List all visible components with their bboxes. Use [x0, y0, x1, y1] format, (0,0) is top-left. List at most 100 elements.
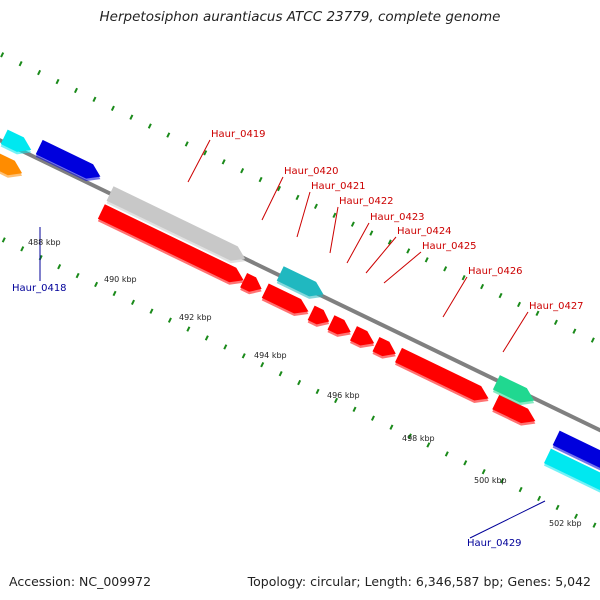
- tick-mark-81: [518, 486, 523, 493]
- tick-mark-16: [203, 150, 208, 156]
- tick-mark-65: [223, 344, 228, 350]
- gene-arrow-7[interactable]: [395, 347, 489, 401]
- tick-mark-36: [572, 328, 577, 334]
- gene-arrow-12[interactable]: [35, 139, 101, 179]
- gene-arrow-1[interactable]: [240, 273, 262, 292]
- gene-label-haur-0422[interactable]: Haur_0422: [339, 196, 394, 207]
- gene-label-haur-0426[interactable]: Haur_0426: [468, 266, 523, 277]
- tick-label-490-kbp: 490 kbp: [104, 275, 137, 284]
- gene-label-haur-0420[interactable]: Haur_0420: [284, 166, 339, 177]
- tick-mark-35: [553, 319, 558, 325]
- leader-line-9: [502, 311, 529, 353]
- tick-mark-79: [481, 469, 486, 475]
- tick-mark-23: [332, 212, 337, 218]
- gene-arrow-4[interactable]: [327, 315, 351, 335]
- gene-arrow-8[interactable]: [492, 394, 536, 424]
- gene-arrow-6[interactable]: [372, 336, 396, 357]
- tick-label-496-kbp: 496 kbp: [327, 391, 360, 400]
- tick-mark-29: [443, 266, 448, 272]
- tick-mark-82: [537, 495, 542, 502]
- tick-mark-25: [369, 230, 374, 236]
- gene-arrow-13[interactable]: [552, 430, 600, 476]
- genes: [0, 129, 600, 494]
- leader-line-10: [469, 500, 546, 539]
- tick-mark-68: [278, 370, 283, 377]
- tick-label-502-kbp: 502 kbp: [549, 519, 582, 528]
- leader-line-1: [187, 139, 211, 183]
- gene-label-haur-0429[interactable]: Haur_0429: [467, 538, 522, 549]
- tick-mark-78: [463, 460, 468, 466]
- gene-arrow-0[interactable]: [97, 204, 244, 283]
- tick-mark-77: [444, 451, 449, 457]
- tick-mark-6: [18, 60, 23, 67]
- leader-line-3: [296, 191, 311, 238]
- gene-arrow-10[interactable]: [276, 266, 324, 297]
- tick-label-498-kbp: 498 kbp: [402, 434, 435, 443]
- tick-label-494-kbp: 494 kbp: [254, 351, 287, 360]
- tick-mark-66: [241, 353, 246, 359]
- leader-line-8: [442, 276, 468, 318]
- tick-mark-84: [574, 513, 579, 520]
- tick-mark-58: [94, 281, 99, 288]
- tick-mark-60: [131, 299, 135, 305]
- gene-label-haur-0425[interactable]: Haur_0425: [422, 241, 477, 252]
- tick-mark-30: [461, 274, 466, 281]
- gene-arrow-14[interactable]: [543, 448, 600, 494]
- map-layer: 488 kbp 490 kbp 492 kbp 494 kbp 496 kbp …: [0, 52, 600, 549]
- gene-labels: Haur_0418 Haur_0419 Haur_0420 Haur_0421 …: [12, 129, 584, 549]
- tick-mark-75: [407, 433, 412, 439]
- gene-arrow-15[interactable]: [0, 152, 23, 176]
- tick-mark-7: [37, 69, 42, 76]
- tick-mark-67: [260, 362, 265, 368]
- tick-mark-8: [55, 78, 60, 85]
- tick-mark-59: [112, 290, 117, 297]
- gene-label-haur-0427[interactable]: Haur_0427: [529, 301, 584, 312]
- tick-mark-10: [92, 96, 97, 103]
- gene-arrow-2[interactable]: [261, 283, 309, 314]
- tick-marks: [0, 52, 597, 528]
- tick-mark-18: [240, 167, 245, 174]
- tick-mark-31: [480, 283, 485, 290]
- gene-label-haur-0423[interactable]: Haur_0423: [370, 212, 425, 223]
- tick-mark-69: [297, 379, 302, 386]
- leader-line-7: [383, 251, 422, 284]
- tick-mark-12: [129, 114, 134, 120]
- tick-mark-5: [0, 52, 5, 58]
- tick-mark-34: [535, 310, 540, 317]
- gene-arrow-11[interactable]: [492, 375, 535, 403]
- gene-arrow-16[interactable]: [0, 129, 32, 152]
- gene-label-haur-0419[interactable]: Haur_0419: [211, 129, 266, 140]
- tick-mark-37: [590, 337, 595, 343]
- tick-mark-63: [186, 326, 191, 332]
- tick-mark-54: [20, 246, 25, 252]
- leader-line-6: [365, 236, 397, 274]
- tick-mark-21: [295, 194, 300, 201]
- tick-mark-13: [147, 123, 152, 129]
- tick-label-492-kbp: 492 kbp: [179, 313, 212, 322]
- tick-mark-85: [592, 522, 597, 528]
- tick-mark-57: [75, 272, 80, 279]
- tick-mark-9: [74, 87, 78, 94]
- tick-label-500-kbp: 500 kbp: [474, 476, 507, 485]
- tick-mark-61: [149, 308, 154, 314]
- map-title: Herpetosiphon aurantiacus ATCC 23779, co…: [99, 9, 501, 25]
- tick-mark-20: [277, 185, 282, 192]
- tick-mark-27: [406, 248, 411, 254]
- gene-arrow-3[interactable]: [307, 305, 330, 325]
- label-leader-lines: [39, 139, 546, 539]
- gene-label-haur-0418[interactable]: Haur_0418: [12, 283, 67, 294]
- leader-line-2: [261, 176, 284, 221]
- tick-mark-71: [334, 397, 339, 404]
- leader-line-5: [346, 222, 370, 264]
- tick-mark-17: [221, 159, 226, 165]
- tick-mark-15: [184, 141, 189, 147]
- gene-label-haur-0421[interactable]: Haur_0421: [311, 181, 366, 192]
- gene-arrow-5[interactable]: [349, 326, 375, 346]
- tick-mark-64: [204, 335, 209, 341]
- leader-line-4: [329, 206, 339, 254]
- gene-arrow-9[interactable]: [106, 186, 246, 261]
- gene-label-haur-0424[interactable]: Haur_0424: [397, 226, 452, 237]
- tick-mark-19: [258, 176, 263, 183]
- tick-mark-24: [350, 221, 355, 227]
